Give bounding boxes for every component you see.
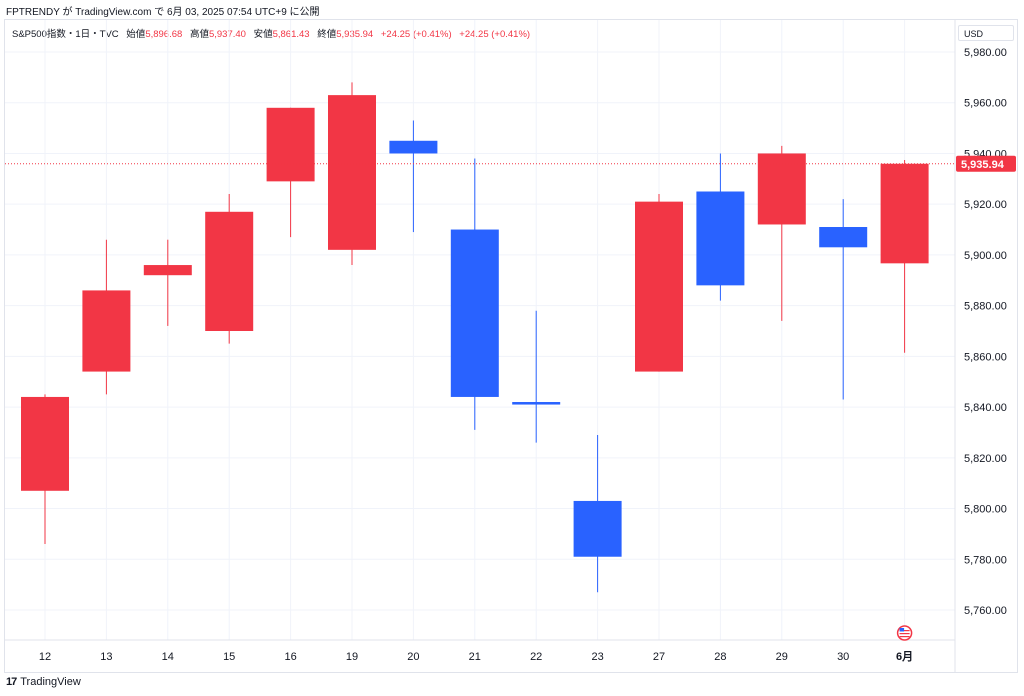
candle-body — [82, 290, 131, 372]
x-tick-label: 15 — [223, 651, 235, 663]
y-tick-label: 5,860.00 — [964, 351, 1007, 363]
open-label: 始値 — [126, 29, 146, 40]
x-tick-label: 23 — [591, 651, 603, 663]
x-tick-label: 30 — [837, 651, 849, 663]
tradingview-logo[interactable]: 17 TradingView — [6, 676, 81, 688]
low-label: 安値 — [253, 29, 273, 40]
candle-body — [880, 163, 929, 264]
y-tick-label: 5,820.00 — [964, 453, 1007, 465]
y-tick-label: 5,780.00 — [964, 554, 1007, 566]
candle-body — [266, 107, 315, 182]
candle-body — [512, 402, 561, 405]
y-tick-label: 5,920.00 — [964, 199, 1007, 211]
x-tick-label: 12 — [39, 651, 51, 663]
x-tick-label: 22 — [530, 651, 542, 663]
y-tick-label: 5,900.00 — [964, 250, 1007, 262]
candle-body — [205, 211, 254, 331]
y-tick-label: 5,800.00 — [964, 504, 1007, 516]
last-price-label: 5,935.94 — [961, 159, 1005, 171]
candle-body — [450, 229, 499, 397]
candle-body — [143, 265, 192, 276]
close-label: 終値 — [317, 29, 337, 40]
candle-body — [757, 153, 806, 225]
candle-body — [328, 95, 376, 250]
y-tick-label: 5,880.00 — [964, 301, 1007, 313]
x-tick-label: 27 — [653, 651, 665, 663]
chart-frame — [4, 19, 1018, 673]
published-line: FPTRENDY が TradingView.com で 6月 03, 2025… — [6, 7, 320, 18]
y-tick-label: 5,840.00 — [964, 402, 1007, 414]
x-tick-label: 21 — [469, 651, 481, 663]
change-value: +24.25 (+0.41%) — [380, 29, 452, 40]
candle-body — [21, 396, 69, 491]
open-value: 5,896.68 — [145, 29, 183, 40]
change-value-2: +24.25 (+0.41%) — [459, 29, 531, 40]
x-tick-label: 29 — [776, 651, 788, 663]
candle-body — [389, 140, 438, 154]
currency-button[interactable]: USD — [958, 25, 1014, 41]
candle-body — [819, 227, 868, 248]
close-value: 5,935.94 — [336, 29, 374, 40]
last-price-tag — [956, 155, 1016, 172]
candle-body — [573, 500, 622, 557]
x-tick-label: 19 — [346, 651, 358, 663]
x-tick-label: 6月 — [896, 650, 913, 663]
candle-body — [696, 191, 745, 286]
tradingview-brand-text: TradingView — [20, 676, 81, 688]
symbol-name[interactable]: S&P500指数・1日・TVC — [12, 29, 119, 40]
y-tick-label: 5,760.00 — [964, 605, 1007, 617]
x-tick-label: 28 — [714, 651, 726, 663]
x-tick-label: 14 — [162, 651, 174, 663]
y-tick-label: 5,960.00 — [964, 98, 1007, 110]
high-label: 高値 — [189, 29, 209, 40]
us-flag-icon[interactable] — [896, 625, 913, 641]
x-tick-label: 16 — [284, 651, 296, 663]
tradingview-logo-icon: 17 — [6, 676, 17, 688]
candle-body — [635, 201, 683, 372]
x-tick-label: 13 — [100, 651, 112, 663]
y-tick-label: 5,980.00 — [964, 47, 1007, 59]
high-value: 5,937.40 — [208, 29, 246, 40]
x-tick-label: 20 — [407, 651, 419, 663]
